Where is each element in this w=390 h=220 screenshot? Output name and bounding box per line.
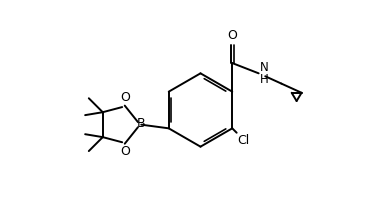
Text: O: O <box>120 91 130 104</box>
Text: Cl: Cl <box>238 134 250 147</box>
Text: O: O <box>227 29 237 42</box>
Text: O: O <box>120 145 130 158</box>
Text: N
H: N H <box>259 61 268 86</box>
Text: B: B <box>137 117 145 130</box>
